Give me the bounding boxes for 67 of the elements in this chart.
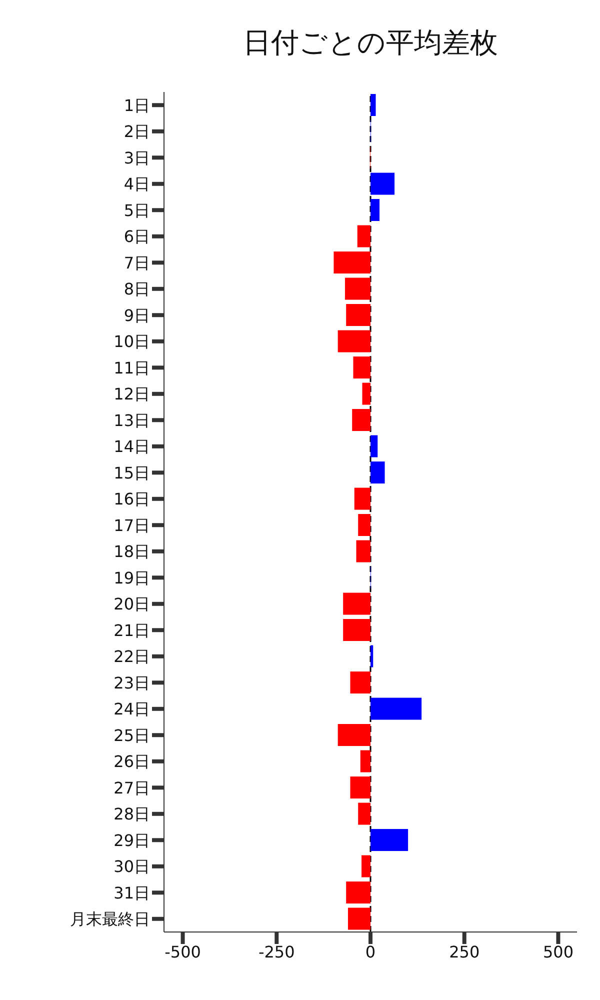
y-tick-label: 15日 xyxy=(114,463,150,482)
bar xyxy=(357,225,370,248)
y-tick-label: 9日 xyxy=(124,306,150,325)
chart-title: 日付ごとの平均差枚 xyxy=(242,25,499,61)
y-tick-label: 12日 xyxy=(114,384,150,404)
y-tick-label: 22日 xyxy=(114,647,150,666)
bar xyxy=(370,172,395,195)
bar xyxy=(370,94,376,116)
bar xyxy=(360,750,370,772)
bar xyxy=(358,802,370,825)
x-tick-label: 500 xyxy=(542,942,574,962)
y-tick-label: 10日 xyxy=(114,332,150,352)
bar xyxy=(370,462,385,484)
y-tick-label: 27日 xyxy=(114,778,150,798)
bar xyxy=(361,855,370,878)
y-tick-label: 6日 xyxy=(124,227,150,246)
bar xyxy=(358,514,370,536)
bar xyxy=(352,409,370,431)
bar xyxy=(344,278,370,300)
y-tick-label: 25日 xyxy=(114,726,150,745)
y-tick-label: 29日 xyxy=(114,830,150,850)
y-tick-label: 3日 xyxy=(124,148,150,168)
x-tick-label: 0 xyxy=(365,942,376,962)
y-tick-label: 31日 xyxy=(114,883,150,902)
bar xyxy=(370,435,378,458)
y-tick-label: 5日 xyxy=(124,200,150,220)
y-tick-label: 19日 xyxy=(114,568,150,588)
bar xyxy=(370,199,380,221)
y-tick-label: 23日 xyxy=(114,673,150,692)
bar xyxy=(353,356,370,378)
bar xyxy=(348,908,370,930)
bar xyxy=(343,592,370,615)
x-tick-label: 250 xyxy=(449,942,480,962)
y-tick-label: 24日 xyxy=(114,700,150,719)
bar xyxy=(346,882,370,904)
y-tick-label: 18日 xyxy=(114,542,150,562)
bar xyxy=(354,488,370,510)
y-tick-label: 8日 xyxy=(124,280,150,299)
y-tick-label: 4日 xyxy=(124,174,150,194)
bar xyxy=(370,645,374,668)
y-tick-label: 26日 xyxy=(114,752,150,772)
bar xyxy=(334,252,370,274)
bar xyxy=(370,829,408,851)
y-tick-label: 11日 xyxy=(114,358,150,378)
y-tick-label: 21日 xyxy=(114,620,150,640)
y-tick-label: 13日 xyxy=(114,410,150,430)
y-tick-label: 28日 xyxy=(114,804,150,824)
y-tick-label: 16日 xyxy=(114,490,150,509)
bar xyxy=(346,304,370,326)
y-tick-label: 14日 xyxy=(114,437,150,456)
y-tick-label: 30日 xyxy=(114,857,150,876)
y-tick-label: 月末最終日 xyxy=(70,910,150,929)
bar xyxy=(350,672,370,694)
y-tick-label: 20日 xyxy=(114,594,150,614)
bar xyxy=(356,540,370,562)
y-tick-label: 2日 xyxy=(124,122,150,142)
y-tick-label: 7日 xyxy=(124,253,150,272)
y-tick-label: 17日 xyxy=(114,516,150,535)
bar xyxy=(343,619,370,641)
bar xyxy=(338,724,370,746)
x-tick-label: -250 xyxy=(258,942,295,962)
x-tick-label: -500 xyxy=(164,942,201,962)
bar xyxy=(370,698,422,720)
bar xyxy=(338,330,370,352)
bar xyxy=(350,776,370,798)
bar xyxy=(362,382,370,405)
y-tick-label: 1日 xyxy=(124,96,150,115)
